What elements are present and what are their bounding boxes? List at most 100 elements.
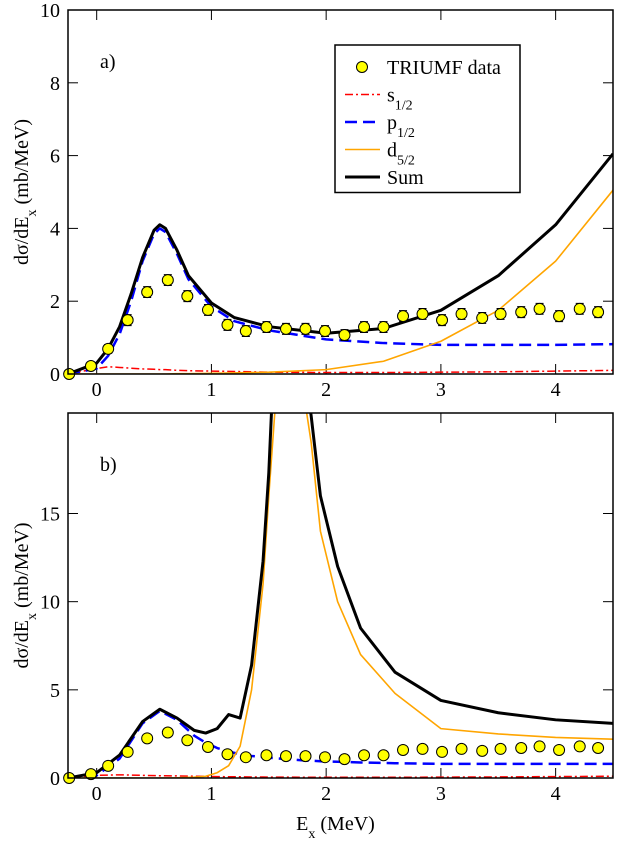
data-point bbox=[102, 342, 115, 355]
x-tick-label: 4 bbox=[551, 379, 561, 401]
data-point bbox=[397, 743, 410, 756]
y-tick-label: 4 bbox=[50, 218, 60, 240]
data-point bbox=[260, 321, 273, 334]
data-point bbox=[553, 743, 566, 756]
panel-label: a) bbox=[100, 51, 116, 73]
data-point bbox=[358, 321, 371, 334]
data-point bbox=[121, 314, 134, 327]
legend-name: Sum bbox=[387, 167, 424, 189]
x-tick-label: 1 bbox=[206, 379, 216, 401]
legend-label: Sum bbox=[387, 167, 424, 189]
data-point bbox=[436, 314, 449, 327]
legend-sub: 1/2 bbox=[397, 126, 415, 141]
y-tick-label: 2 bbox=[50, 291, 60, 313]
data-point bbox=[592, 306, 605, 319]
data-point bbox=[515, 742, 528, 755]
legend-name: TRIUMF data bbox=[387, 57, 501, 79]
data-point bbox=[436, 745, 449, 758]
y-tick-label: 8 bbox=[50, 73, 60, 95]
label-unit: (mb/MeV) bbox=[11, 522, 33, 613]
legend-label: TRIUMF data bbox=[387, 57, 501, 79]
data-point bbox=[397, 310, 410, 323]
data-point bbox=[84, 359, 97, 372]
data-point bbox=[416, 742, 429, 755]
legend-label: p1/2 bbox=[387, 112, 415, 141]
y-tick-label: 5 bbox=[50, 680, 60, 702]
label-sub: x bbox=[25, 209, 40, 216]
y-tick-label: 10 bbox=[40, 0, 60, 22]
x-tick-label: 1 bbox=[206, 783, 216, 805]
data-point bbox=[102, 759, 115, 772]
data-point bbox=[221, 748, 234, 761]
data-point bbox=[553, 310, 566, 323]
data-point bbox=[319, 325, 332, 338]
y-tick-label: 0 bbox=[50, 768, 60, 790]
curve bbox=[68, 365, 613, 374]
data-point bbox=[181, 734, 194, 747]
x-tick-label: 2 bbox=[321, 783, 331, 805]
x-tick-label: 0 bbox=[92, 783, 102, 805]
data-point bbox=[455, 307, 468, 320]
data-point bbox=[358, 749, 371, 762]
data-point bbox=[494, 307, 507, 320]
legend-sub: 5/2 bbox=[397, 153, 415, 168]
curve bbox=[68, 413, 613, 778]
data-point bbox=[161, 274, 174, 287]
label-sub: x bbox=[25, 613, 40, 620]
data-point bbox=[338, 329, 351, 342]
curve bbox=[68, 227, 613, 374]
data-point bbox=[533, 740, 546, 753]
data-point bbox=[121, 745, 134, 758]
data-point bbox=[299, 322, 312, 335]
curve bbox=[68, 152, 613, 374]
legend-label: s1/2 bbox=[387, 85, 413, 114]
plot-area bbox=[68, 413, 613, 778]
data-point bbox=[221, 318, 234, 331]
data-point bbox=[573, 740, 586, 753]
legend-sub: 1/2 bbox=[395, 98, 413, 113]
data-point bbox=[201, 740, 214, 753]
data-point bbox=[515, 306, 528, 319]
x-tick-label: 0 bbox=[92, 379, 102, 401]
y-axis-label: dσ/dEx (mb/MeV) bbox=[11, 522, 40, 668]
curve bbox=[68, 709, 613, 778]
data-point bbox=[161, 726, 174, 739]
data-point bbox=[280, 750, 292, 763]
data-point bbox=[377, 321, 390, 334]
label-sub: x bbox=[308, 827, 315, 842]
label-main: dσ/dE bbox=[11, 620, 33, 669]
frame bbox=[67, 412, 614, 779]
data-point bbox=[573, 302, 586, 315]
data-point bbox=[455, 742, 468, 755]
data-point bbox=[84, 768, 97, 781]
data-point bbox=[181, 290, 194, 303]
x-tick-label: 3 bbox=[436, 379, 446, 401]
data-point bbox=[299, 750, 312, 763]
data-point bbox=[319, 751, 332, 764]
legend-name: p bbox=[387, 112, 397, 134]
y-tick-label: 15 bbox=[40, 504, 60, 526]
legend-marker bbox=[356, 61, 368, 73]
x-tick-label: 2 bbox=[321, 379, 331, 401]
y-tick-label: 10 bbox=[40, 592, 60, 614]
data-point bbox=[377, 749, 390, 762]
y-axis-label: dσ/dEx (mb/MeV) bbox=[11, 119, 40, 265]
data-point bbox=[239, 751, 252, 764]
data-point bbox=[280, 322, 292, 335]
curve bbox=[68, 189, 613, 374]
panel-label: b) bbox=[100, 454, 117, 476]
data-point bbox=[494, 742, 507, 755]
y-tick-label: 6 bbox=[50, 146, 60, 168]
x-axis-label: Ex (MeV) bbox=[296, 813, 375, 842]
data-point bbox=[141, 732, 154, 745]
data-point bbox=[239, 325, 252, 338]
x-tick-label: 3 bbox=[436, 783, 446, 805]
curve bbox=[68, 413, 613, 778]
data-point bbox=[141, 286, 154, 299]
label-unit: (mb/MeV) bbox=[11, 119, 33, 210]
data-point bbox=[201, 303, 214, 316]
label-main: E bbox=[296, 813, 308, 835]
data-point bbox=[338, 753, 351, 766]
